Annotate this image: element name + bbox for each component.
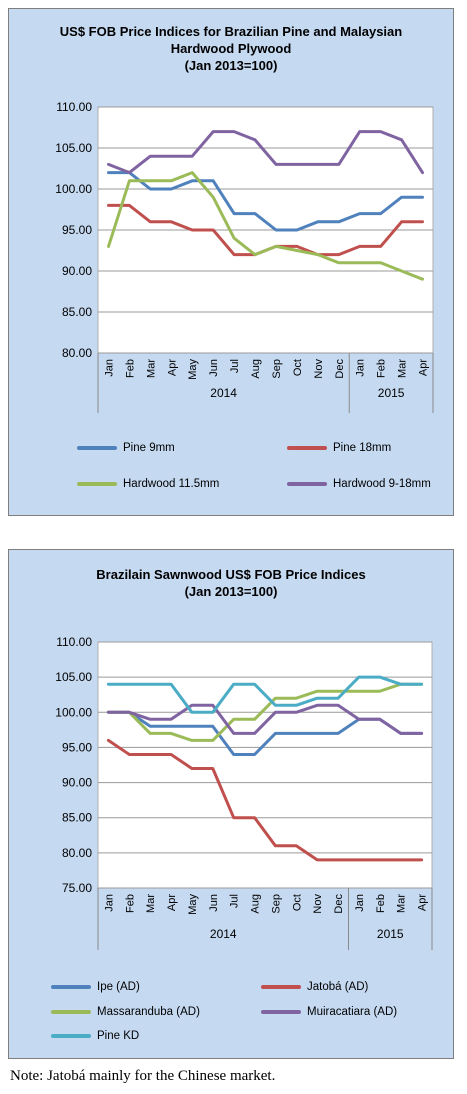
series-line-2 xyxy=(106,738,424,862)
x-tick-label: Aug xyxy=(250,359,262,379)
x-tick-label: Aug xyxy=(250,894,262,914)
x-tick-label: Mar xyxy=(145,894,157,913)
title-line: Brazilain Sawnwood US$ FOB Price Indices xyxy=(96,567,366,582)
legend-label: Hardwood 9-18mm xyxy=(333,478,431,490)
year-group-label: 2015 xyxy=(378,386,405,400)
x-tick-label: Jul xyxy=(229,894,241,908)
y-tick-label: 80.00 xyxy=(62,846,92,860)
x-tick-label: Mar xyxy=(145,359,157,378)
x-tick-label: Nov xyxy=(312,894,324,914)
series-line-4 xyxy=(107,130,424,175)
chart-title: US$ FOB Price Indices for Brazilian Pine… xyxy=(9,23,453,74)
legend-label: Muiracatiara (AD) xyxy=(307,1006,398,1018)
legend-swatch xyxy=(77,446,117,450)
legend-swatch xyxy=(261,1010,301,1014)
legend-swatch xyxy=(51,985,91,989)
x-tick-label: Apr xyxy=(418,359,430,376)
x-tick-label: Apr xyxy=(166,359,178,376)
legend-swatch xyxy=(51,1010,91,1014)
plot-area: 110.00 105.00 100.00 95.00 90.00 85.00 80.00 75… xyxy=(55,635,433,950)
x-tick-label: May xyxy=(187,894,199,915)
y-tick-label: 75.00 xyxy=(62,881,92,895)
chart-panel-plywood: US$ FOB Price Indices for Brazilian Pine… xyxy=(8,8,454,516)
chart-title: Brazilain Sawnwood US$ FOB Price Indices… xyxy=(9,566,453,600)
x-tick-label: Jun xyxy=(208,359,220,377)
x-tick-label: Jan xyxy=(103,359,115,377)
x-tick-label: Feb xyxy=(375,894,387,913)
title-line: (Jan 2013=100) xyxy=(184,584,278,599)
y-tick-label: 95.00 xyxy=(62,223,92,237)
x-tick-label: Jul xyxy=(229,359,241,373)
y-tick-label: 110.00 xyxy=(56,635,92,649)
footnote: Note: Jatobá mainly for the Chinese mark… xyxy=(10,1068,276,1084)
x-tick-label: Mar xyxy=(397,359,409,378)
series-line-3 xyxy=(106,682,424,742)
year-group-label: 2014 xyxy=(210,927,237,941)
legend-label: Ipe (AD) xyxy=(97,981,140,993)
x-tick-label: Sep xyxy=(271,359,283,379)
y-tick-label: 85.00 xyxy=(62,811,92,825)
legend-label: Pine KD xyxy=(97,1030,140,1042)
title-line: Hardwood Plywood xyxy=(170,41,292,56)
legend-swatch xyxy=(287,482,327,486)
x-tick-label: Jan xyxy=(355,359,367,377)
legend-swatch xyxy=(77,482,117,486)
legend-label: Hardwood 11.5mm xyxy=(123,478,220,490)
title-line: US$ FOB Price Indices for Brazilian Pine… xyxy=(59,24,403,39)
y-tick-label: 100.00 xyxy=(55,705,92,719)
y-tick-label: 110.00 xyxy=(56,100,92,114)
x-tick-label: Jun xyxy=(208,894,220,912)
plot-area: 110.00 105.00 100.00 95.00 90.00 85.00 80.00 Ja… xyxy=(55,100,434,413)
x-tick-label: Jan xyxy=(354,894,366,912)
y-tick-label: 80.00 xyxy=(62,346,92,360)
x-tick-label: Dec xyxy=(334,359,346,379)
legend-swatch xyxy=(287,446,327,450)
legend-label: Massaranduba (AD) xyxy=(97,1006,200,1018)
y-tick-label: 95.00 xyxy=(62,740,92,754)
x-tick-label: May xyxy=(187,359,199,380)
y-tick-label: 90.00 xyxy=(62,776,92,790)
y-tick-label: 105.00 xyxy=(55,670,92,684)
y-tick-label: 105.00 xyxy=(55,141,92,155)
x-tick-label: Apr xyxy=(166,894,178,911)
legend-label: Jatobá (AD) xyxy=(307,981,369,993)
x-tick-label: Feb xyxy=(376,359,388,378)
x-tick-label: Nov xyxy=(313,359,325,379)
series-line-5 xyxy=(106,675,424,714)
y-tick-label: 100.00 xyxy=(55,182,92,196)
legend-label: Pine 9mm xyxy=(123,442,175,454)
series-line-3 xyxy=(107,171,424,281)
title-line: (Jan 2013=100) xyxy=(184,58,278,73)
series-line-1 xyxy=(107,171,424,232)
x-tick-label: Apr xyxy=(417,894,429,911)
chart-panel-sawnwood: Brazilain Sawnwood US$ FOB Price Indices… xyxy=(8,549,454,1059)
x-tick-label: Oct xyxy=(292,359,304,376)
y-tick-label: 90.00 xyxy=(62,264,92,278)
x-tick-label: Mar xyxy=(396,894,408,913)
legend-label: Pine 18mm xyxy=(333,442,392,454)
series-line-4 xyxy=(106,703,424,735)
year-group-label: 2015 xyxy=(377,927,404,941)
x-tick-label: Oct xyxy=(291,894,303,911)
legend-swatch xyxy=(51,1034,91,1038)
x-tick-label: Sep xyxy=(270,894,282,914)
legend-swatch xyxy=(261,985,301,989)
y-tick-label: 85.00 xyxy=(62,305,92,319)
x-tick-label: Dec xyxy=(333,894,345,914)
x-tick-label: Feb xyxy=(124,894,136,913)
x-tick-label: Jan xyxy=(103,894,115,912)
year-group-label: 2014 xyxy=(210,386,237,400)
x-tick-label: Feb xyxy=(124,359,136,378)
